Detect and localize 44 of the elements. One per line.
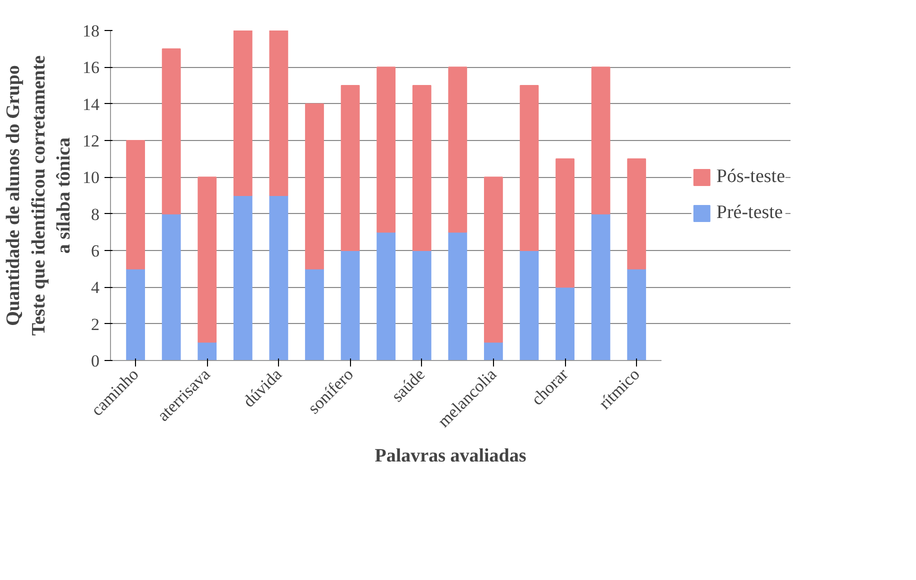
bar: [340, 85, 360, 251]
bar: [556, 286, 574, 360]
bar: [198, 176, 217, 343]
bar: [126, 268, 145, 360]
bar: [412, 85, 432, 251]
bar: [162, 48, 181, 214]
bar: [627, 268, 646, 360]
bar: [591, 66, 610, 214]
bar: [520, 250, 539, 360]
y-tick-label: 4: [91, 278, 100, 298]
bar: [376, 66, 396, 233]
legend-label: Pós-teste: [716, 166, 785, 188]
y-tick-label: 14: [82, 94, 100, 114]
y-tick-label: 8: [91, 204, 100, 224]
bar: [448, 232, 468, 360]
bar: [591, 213, 610, 360]
bar: [448, 66, 468, 233]
x-axis-title: Palavras avaliadas: [374, 446, 526, 467]
bar: [556, 158, 574, 288]
y-axis-title: Quantidade de alunos do Grupo Teste que identificou corretamente a sílaba tônica: [3, 55, 74, 336]
y-tick-label: 12: [82, 132, 100, 150]
bar: [627, 158, 646, 270]
bar: [269, 195, 288, 360]
y-tick-label: 18: [82, 22, 100, 40]
y-tick-label: 16: [82, 58, 100, 78]
bar: [126, 140, 145, 270]
y-tick-label: 2: [91, 314, 100, 334]
y-tick-label: 0: [91, 352, 100, 370]
bar: [340, 250, 360, 360]
bar: [484, 176, 503, 343]
y-tick-label: 6: [91, 242, 100, 260]
bar: [162, 213, 181, 360]
bar: [484, 342, 503, 360]
bar: [376, 232, 396, 360]
bar: [198, 342, 217, 360]
legend-label: Pré-teste: [716, 202, 783, 224]
bar: [269, 30, 288, 196]
y-tick-label: 10: [82, 168, 100, 188]
bar: [412, 250, 432, 360]
bar: [520, 85, 539, 251]
bar: [305, 268, 324, 360]
bar: [233, 195, 252, 360]
bar: [233, 30, 252, 196]
bar: [305, 103, 324, 270]
